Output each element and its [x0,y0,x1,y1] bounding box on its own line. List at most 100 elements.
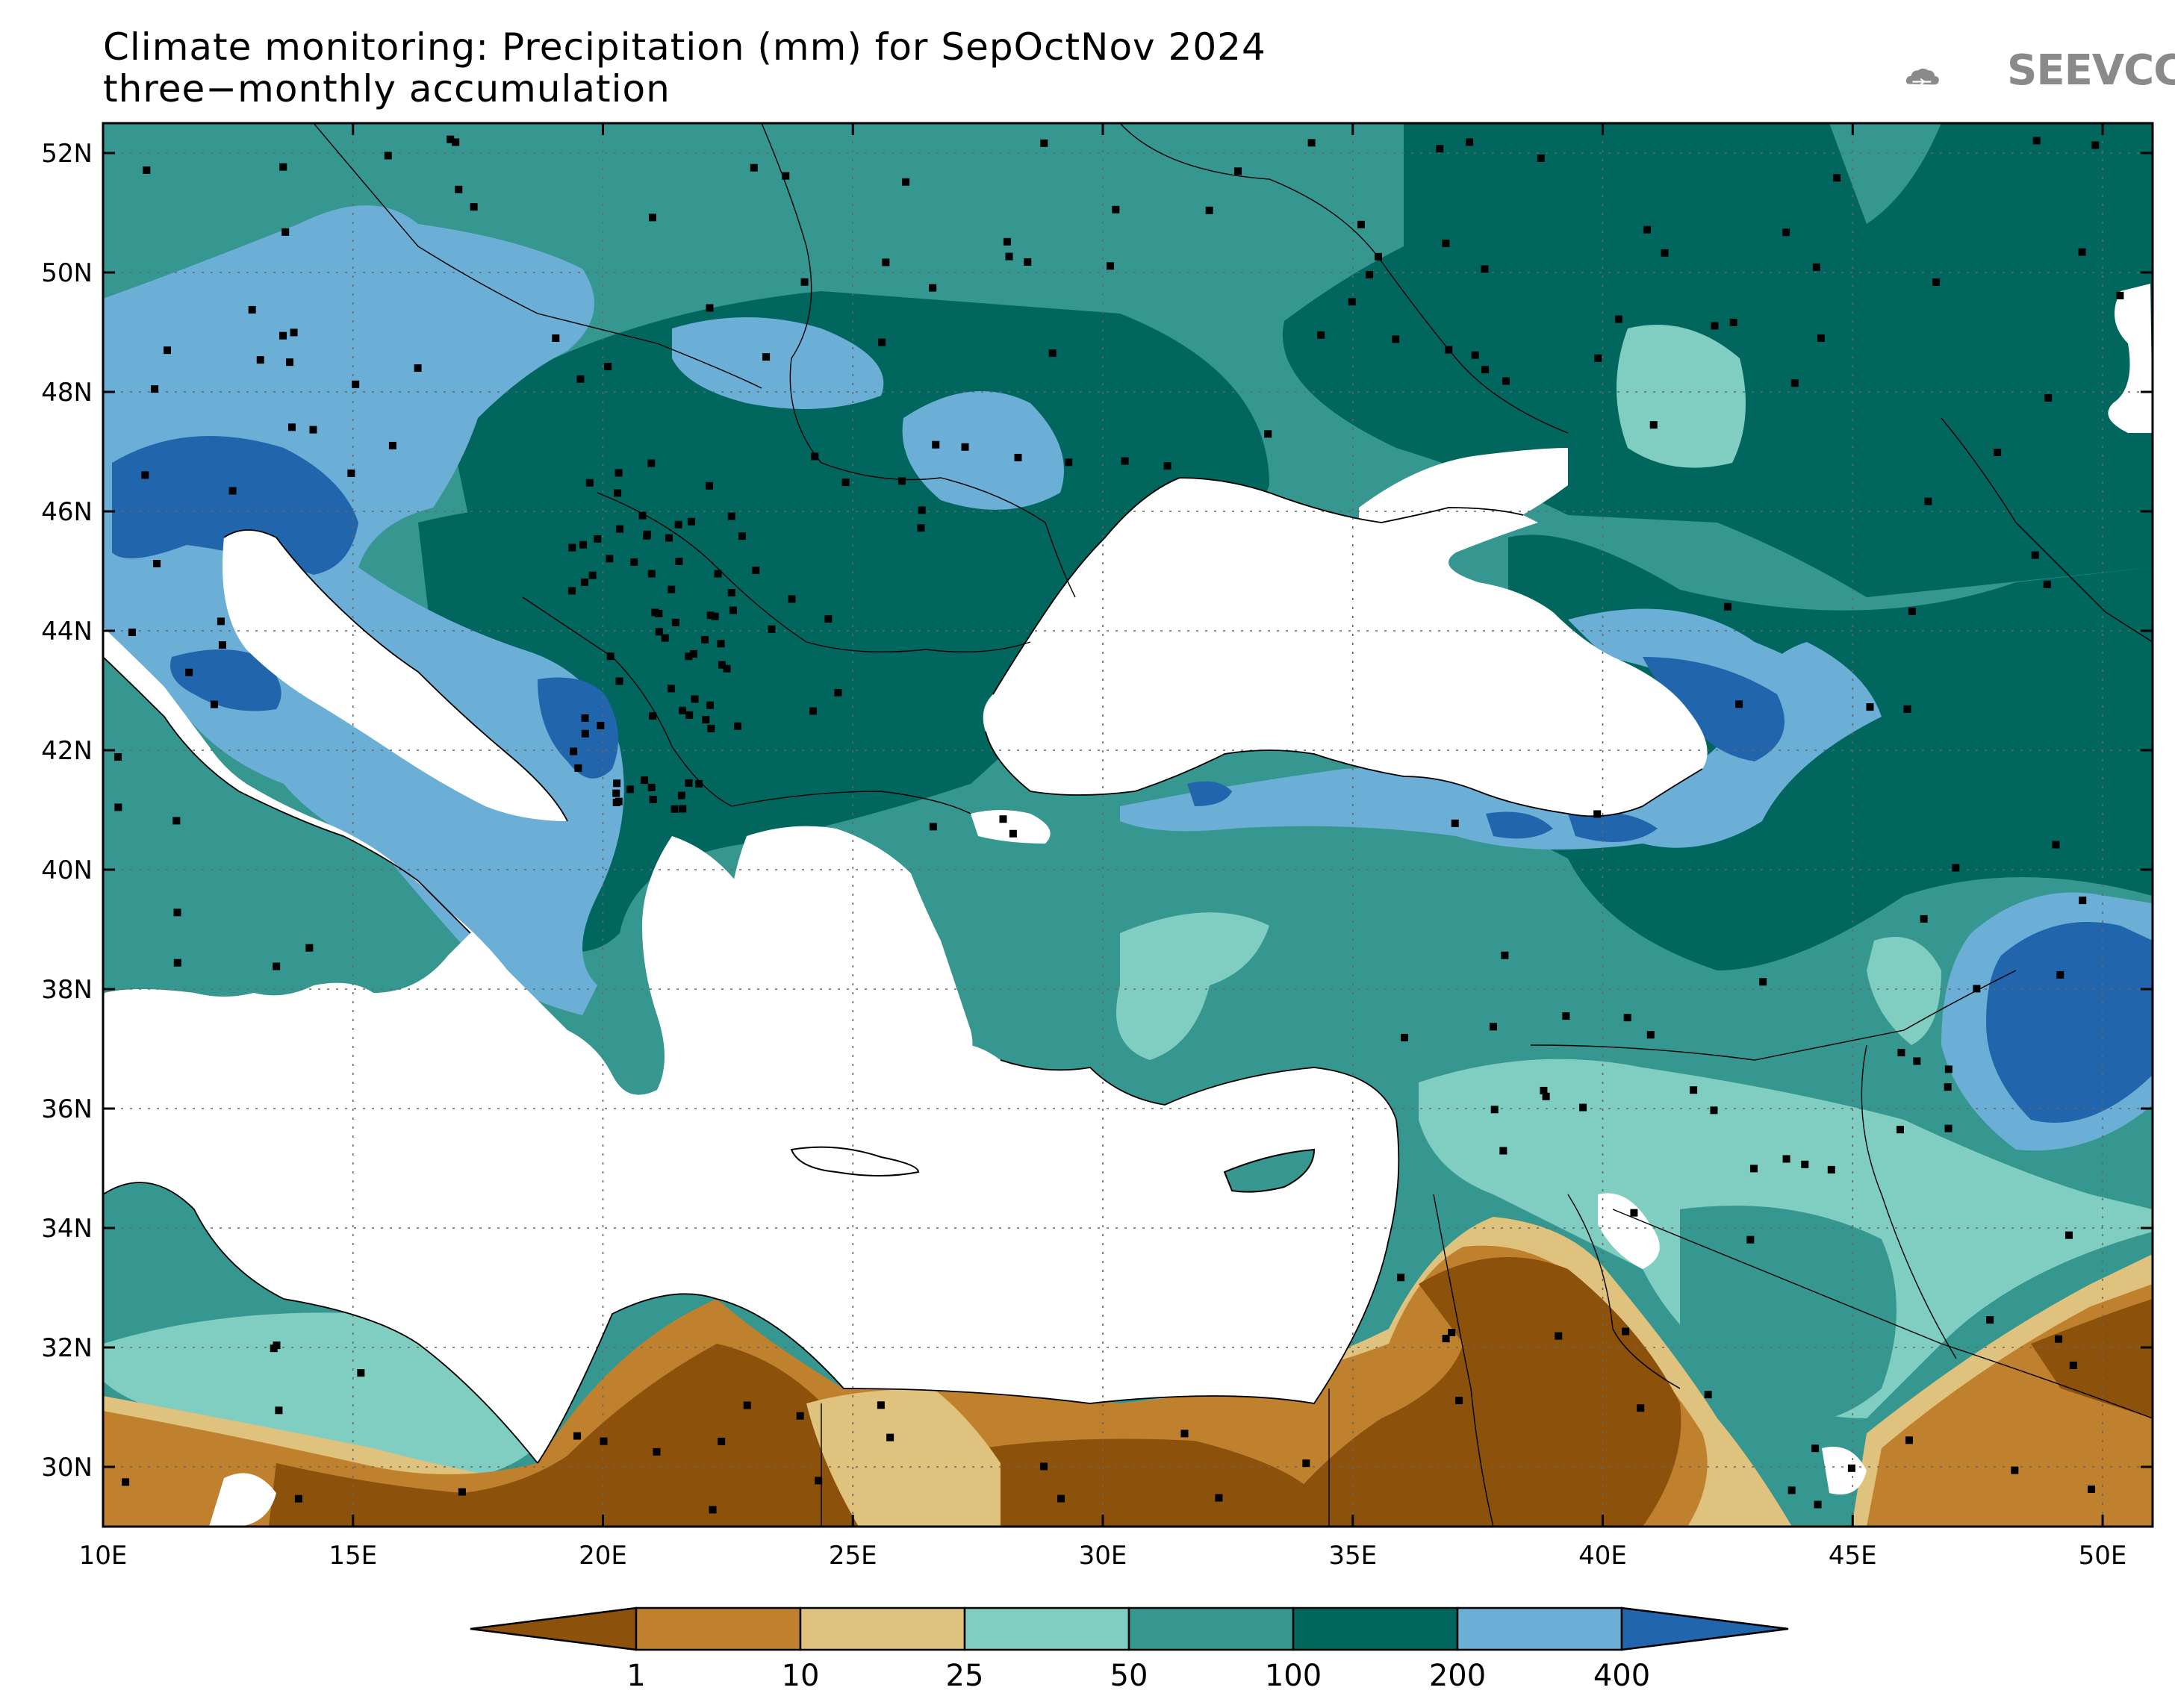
station-marker [1690,1086,1698,1094]
station-marker [1622,1327,1630,1335]
station-marker [613,779,621,788]
station-marker [1723,602,1731,611]
station-marker [1481,265,1489,273]
station-marker [1499,1147,1507,1155]
station-marker [2032,137,2041,145]
station-marker [612,798,620,806]
station-marker [661,634,669,642]
station-marker [685,652,693,661]
station-marker [1903,705,1911,713]
station-marker [585,479,594,487]
station-marker [357,1369,365,1377]
legend-threshold-label: 10 [782,1659,820,1693]
station-marker [1005,252,1013,261]
station-marker [1920,914,1928,923]
station-marker [717,640,725,648]
station-marker [1790,379,1799,387]
legend-swatch [635,1606,802,1651]
legend-swatch [1292,1606,1459,1651]
station-marker [2091,141,2100,149]
station-marker [1594,354,1602,362]
station-marker [727,588,735,596]
field-25-50-anatolia [1116,325,1941,1060]
station-marker [1973,985,1981,993]
station-marker [690,649,698,658]
station-marker [151,385,159,393]
station-marker [594,534,602,543]
station-marker [2056,970,2064,979]
station-marker [1121,457,1129,465]
station-marker [1746,1235,1755,1244]
station-marker [388,441,396,449]
station-marker [2064,1231,2073,1239]
station-marker [1040,1462,1048,1471]
field-over400-pontic [1187,657,1785,842]
station-marker [612,789,620,797]
station-marker [1817,334,1825,342]
legend-swatch [799,1606,966,1651]
station-marker [1759,978,1767,986]
legend-swatch [1456,1606,1623,1651]
station-marker [384,152,392,160]
station-marker [279,163,287,171]
station-marker [1471,351,1479,359]
station-marker [886,1433,894,1441]
station-marker [685,711,694,719]
station-marker [1646,1031,1655,1039]
station-marker [752,566,760,574]
station-marker [641,776,649,785]
station-marker [655,628,663,636]
station-marker [1490,1106,1499,1114]
station-marker [2087,1485,2095,1493]
legend-swatch-over [1620,1606,1789,1651]
station-marker [1180,1430,1189,1438]
legend-swatch-under [470,1606,638,1651]
station-marker [1205,206,1213,214]
legend-threshold-label: 25 [946,1659,984,1693]
station-marker [1782,228,1790,237]
station-marker [1814,1500,1822,1509]
graticule [103,123,2153,1527]
station-marker [706,701,715,709]
y-tick-label: 34N [41,1214,93,1244]
station-marker [568,543,576,552]
station-marker [1944,1065,1952,1073]
station-marker [2044,394,2053,402]
station-marker [1466,138,1474,146]
station-marker [1913,1057,1921,1065]
station-marker [173,959,181,967]
station-marker [2052,841,2060,849]
station-marker [638,511,647,520]
station-marker [452,138,460,146]
station-marker [279,331,287,340]
station-marker [2116,291,2124,299]
station-marker [626,785,634,794]
station-marker [309,426,317,434]
station-marker [1801,1160,1809,1168]
station-marker [1787,1486,1796,1494]
station-marker [671,618,679,626]
station-marker [141,471,149,479]
station-marker [1711,322,1719,330]
station-marker [738,532,746,540]
station-marker [701,635,709,643]
station-marker [1579,1103,1587,1112]
station-marker [902,178,910,186]
station-marker [1107,262,1115,270]
station-marker [1847,1464,1855,1472]
station-marker [1003,237,1011,246]
station-marker [750,163,758,172]
station-marker [811,452,819,461]
station-marker [651,608,659,617]
legend-threshold-label: 50 [1110,1659,1148,1693]
station-marker [143,166,151,174]
field-200-400-carpathian [672,317,1064,510]
station-marker [1451,819,1459,827]
station-marker [1833,174,1841,182]
station-marker [128,629,136,637]
station-marker [1348,298,1356,306]
y-tick-label: 46N [41,497,93,527]
station-marker [446,135,455,143]
field-over400-zagros [1986,922,2153,1123]
